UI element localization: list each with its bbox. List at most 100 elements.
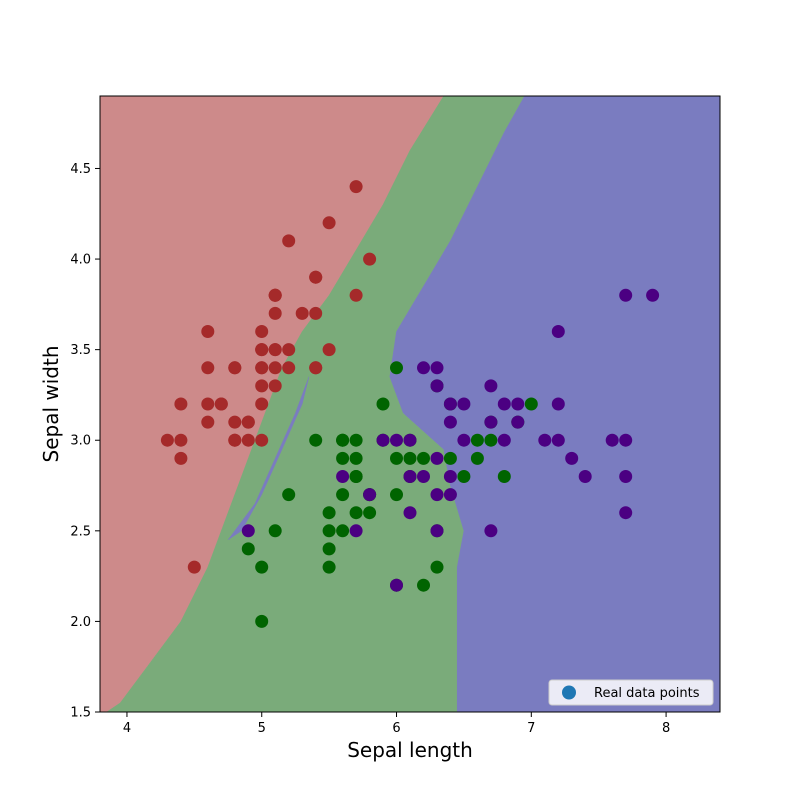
- point-versicolor-8: [470, 451, 484, 465]
- point-setosa-3: [201, 415, 215, 429]
- point-versicolor-25: [497, 470, 511, 483]
- point-virginica-32: [430, 361, 444, 375]
- point-virginica-38: [430, 524, 444, 538]
- point-virginica-31: [619, 433, 633, 447]
- region-virginica-sliver: [227, 376, 310, 541]
- point-virginica-13: [349, 524, 363, 538]
- decision-regions: [100, 96, 720, 712]
- point-virginica-9: [551, 325, 565, 338]
- point-versicolor-9: [282, 488, 296, 502]
- point-versicolor-42: [349, 433, 363, 447]
- y-tick-label-2.0: 2.0: [70, 615, 91, 630]
- point-virginica-6: [241, 524, 255, 538]
- data-points: [160, 180, 660, 628]
- point-virginica-5: [605, 433, 619, 447]
- point-virginica-22: [484, 379, 498, 393]
- point-setosa-6: [201, 361, 215, 375]
- x-tick-label-7: 7: [527, 721, 535, 736]
- y-tick-label-2.5: 2.5: [70, 524, 91, 539]
- point-versicolor-33: [390, 361, 403, 375]
- point-versicolor-3: [322, 560, 336, 574]
- point-versicolor-14: [336, 451, 350, 465]
- point-virginica-35: [511, 415, 525, 429]
- point-virginica-11: [443, 488, 457, 502]
- point-setosa-46: [201, 397, 215, 411]
- x-tick-label-5: 5: [258, 721, 266, 736]
- point-virginica-39: [417, 361, 430, 375]
- point-setosa-18: [349, 288, 363, 302]
- point-virginica-19: [336, 470, 350, 483]
- point-versicolor-34: [430, 560, 444, 574]
- point-setosa-23: [268, 379, 282, 393]
- point-setosa-26: [255, 361, 269, 375]
- point-versicolor-27: [390, 451, 403, 465]
- point-setosa-36: [322, 343, 336, 357]
- y-tick-label-1.5: 1.5: [70, 706, 91, 721]
- point-versicolor-37: [322, 506, 336, 520]
- point-virginica-40: [376, 433, 390, 447]
- x-tick-label-4: 4: [123, 721, 131, 736]
- plot-frame: [99, 95, 721, 713]
- point-virginica-36: [484, 415, 498, 429]
- point-setosa-47: [295, 306, 309, 320]
- point-setosa-16: [309, 270, 323, 284]
- point-virginica-30: [403, 506, 417, 520]
- point-versicolor-28: [349, 506, 363, 520]
- x-tick-label-8: 8: [662, 721, 670, 736]
- x-axis-label: Sepal length: [347, 738, 473, 762]
- point-setosa-41: [174, 397, 188, 411]
- point-versicolor-7: [241, 542, 255, 556]
- point-versicolor-29: [322, 542, 336, 556]
- point-setosa-42: [255, 343, 269, 357]
- y-tick-label-4.0: 4.0: [70, 253, 91, 268]
- point-virginica-1: [363, 488, 377, 502]
- point-virginica-14: [443, 397, 457, 411]
- y-tick-label-3.0: 3.0: [70, 434, 91, 449]
- legend-marker: [562, 685, 576, 700]
- point-setosa-8: [174, 451, 188, 465]
- legend-label: Real data points: [594, 686, 700, 701]
- point-versicolor-20: [376, 397, 390, 411]
- point-versicolor-18: [417, 578, 430, 592]
- point-versicolor-0: [524, 397, 538, 411]
- legend-box: [548, 679, 714, 706]
- point-virginica-12: [497, 433, 511, 447]
- point-virginica-0: [430, 379, 444, 393]
- point-setosa-25: [255, 433, 269, 447]
- y-axis-label: Sepal width: [39, 346, 63, 463]
- point-setosa-15: [349, 180, 363, 194]
- point-setosa-21: [268, 306, 282, 320]
- point-setosa-34: [241, 415, 255, 429]
- y-axis-ticks: 1.5 2.0 2.5 3.0 3.5 4.0 4.5: [70, 162, 100, 721]
- point-versicolor-43: [349, 451, 363, 465]
- point-versicolor-35: [336, 433, 350, 447]
- point-versicolor-23: [443, 451, 457, 465]
- point-setosa-27: [282, 343, 296, 357]
- point-setosa-22: [201, 325, 215, 338]
- point-versicolor-36: [322, 524, 336, 538]
- point-versicolor-31: [390, 488, 403, 502]
- point-virginica-41: [403, 470, 417, 483]
- x-axis-ticks: 4 5 6 7 8: [123, 712, 670, 736]
- point-versicolor-41: [336, 488, 350, 502]
- point-versicolor-24: [470, 433, 484, 447]
- point-setosa-13: [160, 433, 174, 447]
- point-virginica-27: [551, 433, 565, 447]
- point-setosa-33: [322, 216, 336, 230]
- point-virginica-18: [511, 397, 525, 411]
- point-setosa-30: [228, 415, 242, 429]
- point-setosa-28: [282, 361, 296, 375]
- point-setosa-4: [255, 325, 269, 338]
- point-setosa-32: [282, 234, 296, 248]
- point-versicolor-13: [403, 451, 417, 465]
- point-virginica-10: [457, 397, 471, 411]
- point-versicolor-19: [336, 524, 350, 538]
- point-setosa-38: [268, 361, 282, 375]
- point-virginica-33: [443, 415, 457, 429]
- point-versicolor-40: [255, 560, 269, 574]
- point-virginica-25: [403, 433, 417, 447]
- point-setosa-45: [268, 288, 282, 302]
- point-setosa-37: [174, 433, 188, 447]
- point-virginica-20: [619, 470, 633, 483]
- y-tick-label-4.5: 4.5: [70, 162, 91, 177]
